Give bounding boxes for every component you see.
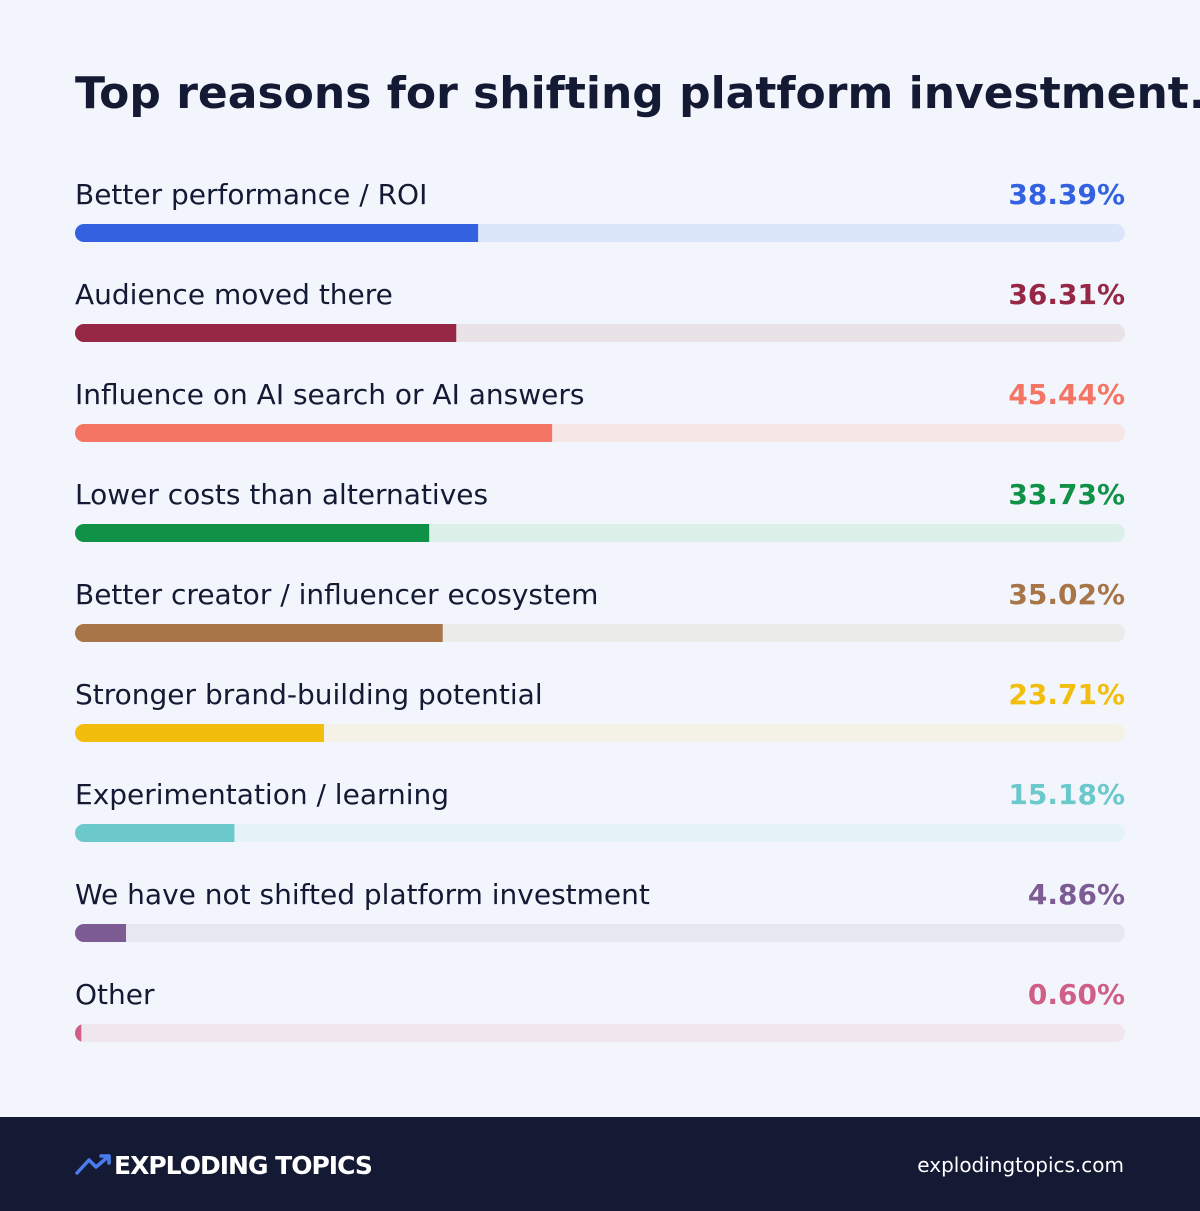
logo-icon: [75, 1154, 111, 1175]
category-label: We have not shifted platform investment: [75, 878, 650, 911]
bar: [75, 1024, 82, 1042]
value-label: 36.31%: [1008, 278, 1125, 311]
category-label: Better performance / ROI: [75, 178, 427, 211]
value-label: 0.60%: [1028, 978, 1125, 1011]
bar: [75, 824, 235, 842]
site-url: explodingtopics.com: [917, 1153, 1124, 1177]
category-label: Audience moved there: [75, 278, 393, 311]
track: [75, 724, 1125, 742]
value-label: 33.73%: [1008, 478, 1125, 511]
category-label: Stronger brand-building potential: [75, 678, 543, 711]
track: [75, 924, 1125, 942]
background: [0, 0, 1200, 1117]
value-label: 45.44%: [1008, 378, 1125, 411]
chart-title: Top reasons for shifting platform invest…: [75, 68, 1200, 119]
bar: [75, 524, 430, 542]
bar: [75, 624, 443, 642]
bar: [75, 924, 127, 942]
track: [75, 1024, 1125, 1042]
value-label: 4.86%: [1028, 878, 1125, 911]
value-label: 15.18%: [1008, 778, 1125, 811]
track: [75, 824, 1125, 842]
brand: EXPLODING TOPICS: [114, 1151, 372, 1180]
category-label: Better creator / influencer ecosystem: [75, 578, 598, 611]
category-label: Influence on AI search or AI answers: [75, 378, 584, 411]
category-label: Lower costs than alternatives: [75, 478, 488, 511]
value-label: 38.39%: [1008, 178, 1125, 211]
bar: [75, 224, 479, 242]
footer: [0, 1117, 1200, 1211]
category-label: Other: [75, 978, 155, 1011]
bar: [75, 324, 457, 342]
value-label: 23.71%: [1008, 678, 1125, 711]
category-label: Experimentation / learning: [75, 778, 449, 811]
value-label: 35.02%: [1008, 578, 1125, 611]
bar: [75, 424, 553, 442]
bar: [75, 724, 324, 742]
